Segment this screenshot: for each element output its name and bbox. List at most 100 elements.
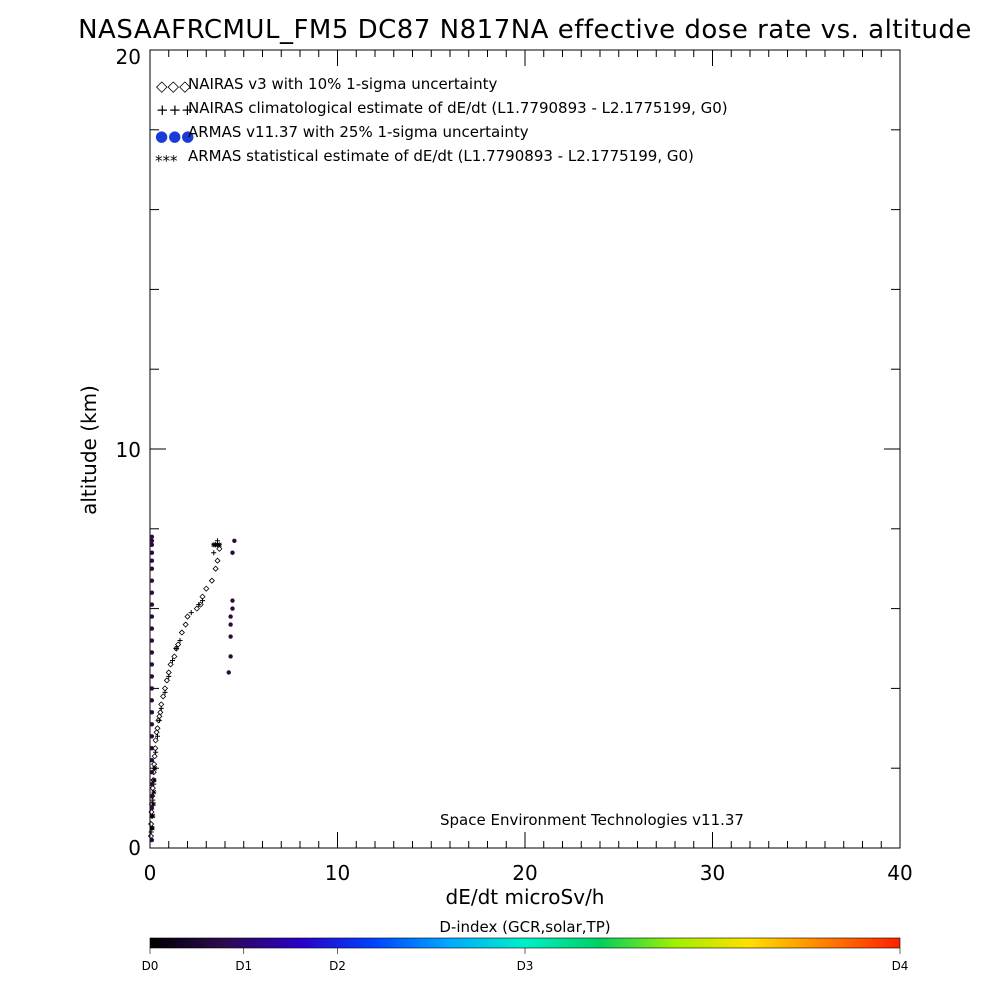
nairas-point	[157, 709, 164, 716]
nairas-clim-point	[156, 717, 162, 723]
armas-point	[149, 686, 155, 691]
nairas-point	[203, 585, 210, 592]
armas-point	[149, 534, 155, 539]
armas-stat-point	[150, 813, 156, 819]
colorbar-label: D0	[142, 959, 159, 973]
armas-point	[149, 722, 155, 727]
x-tick-labels: 0 10 20 30 40	[144, 861, 913, 885]
armas-point	[149, 590, 155, 595]
colorbar-label: D2	[329, 959, 346, 973]
nairas-point	[214, 557, 221, 564]
nairas-point	[212, 565, 219, 572]
nairas-clim-point	[155, 733, 160, 739]
armas-point	[149, 781, 155, 787]
armas-point	[149, 662, 155, 667]
nairas-point	[154, 725, 161, 732]
nairas-point	[149, 785, 156, 792]
colorbar-label: D4	[892, 959, 909, 973]
nairas-point	[163, 677, 170, 684]
nairas-clim-point	[177, 638, 183, 644]
nairas-point	[193, 605, 200, 612]
nairas-point	[184, 613, 191, 620]
nairas-point	[151, 761, 158, 768]
armas-point	[149, 793, 155, 799]
nairas-clim-point	[200, 598, 205, 604]
nairas-point	[148, 820, 155, 828]
x-tick-label: 0	[144, 861, 157, 885]
nairas-point	[152, 737, 159, 744]
nairas-clim-point	[162, 689, 168, 695]
legend-marker-armas-stat: ***	[155, 152, 178, 170]
armas-point	[228, 614, 233, 619]
legend-marker-nairas: ◇◇◇	[156, 77, 191, 95]
colorbar-label: D3	[517, 959, 534, 973]
armas-point	[149, 614, 155, 619]
armas-point	[230, 550, 235, 555]
armas-point	[228, 654, 233, 659]
nairas-clim-point	[158, 705, 164, 711]
x-tick-label: 20	[512, 861, 537, 885]
armas-stat-point	[151, 789, 157, 795]
nairas-clim-point	[153, 749, 159, 755]
nairas-point	[208, 577, 215, 584]
armas-point	[226, 670, 231, 675]
nairas-point	[178, 629, 185, 636]
nairas-point	[155, 717, 162, 724]
armas-point	[149, 626, 155, 631]
nairas-clim-point	[188, 610, 194, 616]
colorbar-label: D1	[235, 959, 252, 973]
armas-point	[149, 566, 155, 571]
x-tick-label: 10	[325, 861, 350, 885]
armas-point	[149, 638, 155, 643]
armas-point	[149, 837, 155, 843]
nairas-point	[171, 653, 178, 660]
armas-stat-point	[216, 542, 222, 548]
nairas-point	[216, 545, 223, 552]
armas-stat-point	[150, 801, 156, 807]
y-axis-label: altitude (km)	[77, 385, 101, 515]
colorbar-title: D-index (GCR,solar,TP)	[439, 918, 610, 936]
colorbar-labels: D0 D1 D2 D3 D4	[142, 948, 909, 973]
legend-marker-armas: ●●●	[155, 127, 194, 145]
axis-ticks	[149, 49, 901, 849]
armas-point	[230, 606, 235, 611]
armas-point	[149, 550, 155, 555]
x-axis-label: dE/dt microSv/h	[446, 885, 605, 909]
armas-point	[149, 698, 155, 703]
nairas-point	[151, 753, 158, 760]
armas-point	[149, 542, 155, 547]
armas-point	[149, 758, 155, 763]
legend-label-nairas: NAIRAS v3 with 10% 1-sigma uncertainty	[188, 75, 497, 93]
armas-point	[149, 769, 155, 775]
armas-point	[228, 634, 233, 639]
legend-label-armas-stat: ARMAS statistical estimate of dE/dt (L1.…	[188, 147, 694, 165]
nairas-point	[160, 693, 167, 700]
armas-point	[149, 538, 155, 543]
armas-point	[228, 622, 233, 627]
armas-point	[149, 578, 155, 583]
y-tick-label: 0	[128, 836, 141, 860]
nairas-clim-point	[170, 657, 175, 663]
armas-point	[149, 734, 155, 739]
nairas-point	[167, 661, 174, 668]
x-tick-label: 40	[887, 861, 912, 885]
plot-frame	[149, 49, 901, 849]
x-tick-label: 30	[700, 861, 725, 885]
nairas-point	[175, 641, 182, 648]
nairas-clim-point	[173, 646, 179, 651]
armas-point	[149, 746, 155, 751]
colorbar	[149, 937, 901, 949]
armas-point	[149, 602, 155, 607]
armas-point	[149, 805, 155, 811]
armas-stat-point	[152, 765, 158, 771]
legend-marker-nairas-clim: +++	[156, 101, 194, 119]
nairas-point	[153, 729, 160, 736]
armas-point	[232, 538, 237, 543]
legend-label-armas: ARMAS v11.37 with 25% 1-sigma uncertaint…	[188, 123, 529, 141]
credit-annotation: Space Environment Technologies v11.37	[440, 811, 744, 829]
legend-label-nairas-clim: NAIRAS climatological estimate of dE/dt …	[188, 99, 728, 117]
armas-stat-point	[149, 825, 155, 831]
nairas-clim-point	[148, 829, 154, 835]
nairas-clim-point	[211, 550, 217, 556]
